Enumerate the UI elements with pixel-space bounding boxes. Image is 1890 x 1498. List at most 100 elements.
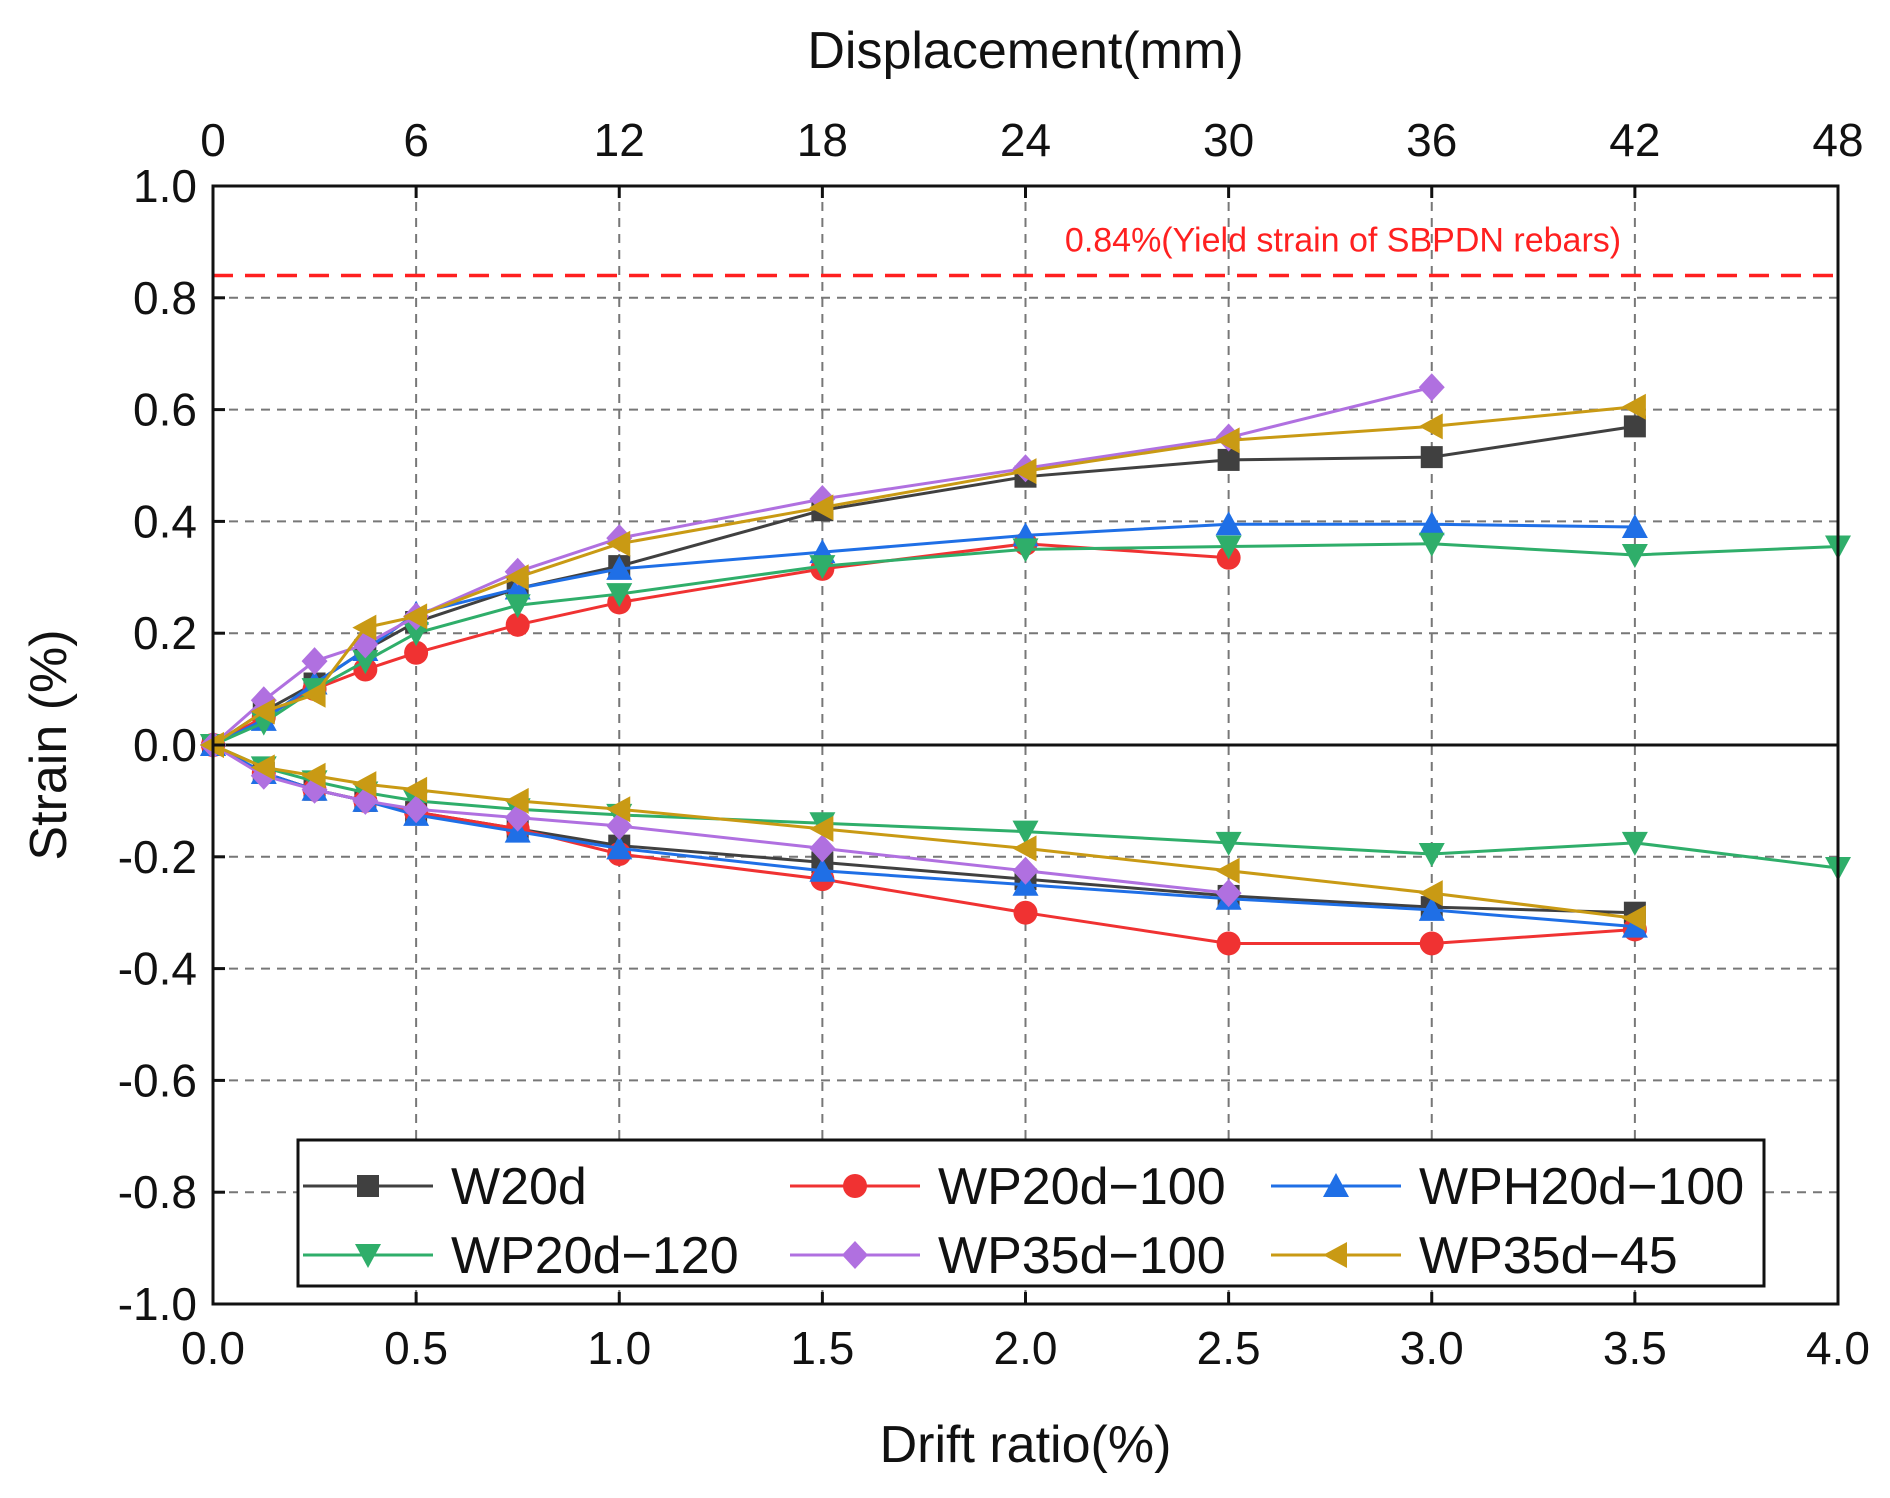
data-point — [1621, 393, 1646, 420]
data-point — [1013, 900, 1038, 925]
data-point — [1418, 373, 1445, 402]
data-point — [809, 494, 834, 521]
y-tick-label: 0.4 — [133, 495, 197, 547]
data-point — [301, 681, 326, 708]
y-tick-label: -0.6 — [118, 1054, 197, 1106]
data-point — [809, 815, 834, 842]
data-point — [1621, 913, 1648, 938]
data-point — [403, 776, 428, 803]
legend-entry: WP20d−100 — [790, 1158, 1226, 1216]
legend-marker — [1323, 1173, 1349, 1197]
y-tick-label: 0.8 — [133, 272, 197, 324]
data-point — [1418, 880, 1443, 907]
data-point — [403, 603, 428, 630]
x-tick-label: 2.5 — [1197, 1322, 1261, 1374]
data-point — [404, 640, 429, 665]
data-point — [1215, 831, 1242, 856]
legend-entry: WP35d−100 — [790, 1227, 1226, 1285]
x-tick-label: 1.0 — [587, 1322, 651, 1374]
data-point — [1418, 413, 1443, 440]
data-point — [1621, 513, 1648, 538]
legend-label: WP20d−120 — [451, 1227, 739, 1285]
data-point — [1623, 415, 1646, 438]
data-point — [1012, 835, 1037, 862]
y-tick-label: -0.4 — [118, 943, 197, 995]
legend: W20d WP20d−100 WPH20d−100 WP20d−120 WP35d−10… — [296, 1138, 1766, 1288]
top-tick-label: 12 — [594, 114, 645, 166]
y-tick-label: 0.6 — [133, 384, 197, 436]
legend-label: WPH20d−100 — [1419, 1158, 1744, 1216]
data-point — [1012, 820, 1039, 845]
top-tick-label: 30 — [1203, 114, 1254, 166]
data-point — [504, 594, 531, 619]
data-point — [606, 555, 633, 580]
data-point — [1418, 896, 1445, 921]
legend-entry: WPH20d−100 — [1271, 1158, 1744, 1216]
data-point — [606, 583, 633, 608]
negative-line — [212, 743, 1229, 895]
positive-line — [212, 424, 1636, 747]
top-tick-label: 0 — [200, 114, 226, 166]
data-point — [250, 754, 275, 781]
data-point — [606, 530, 631, 557]
legend-marker — [843, 1174, 867, 1198]
data-point — [1215, 427, 1240, 454]
data-point — [1420, 446, 1443, 469]
legend-label: W20d — [451, 1158, 587, 1216]
legend-box — [296, 1138, 1766, 1288]
x-tick-label: 3.5 — [1603, 1322, 1667, 1374]
data-point — [1215, 511, 1242, 536]
data-point — [352, 650, 379, 675]
top-tick-label: 36 — [1406, 114, 1457, 166]
top-tick-label: 42 — [1609, 114, 1660, 166]
x-axis-title: Drift ratio(%) — [880, 1416, 1172, 1474]
yield-strain-label: 0.84%(Yield strain of SBPDN rebars) — [1065, 221, 1621, 259]
legend-entry: WP35d−45 — [1271, 1227, 1678, 1285]
legend-marker — [357, 1175, 379, 1197]
y-tick-label: -0.8 — [118, 1166, 197, 1218]
top-tick-label: 6 — [403, 114, 429, 166]
data-point — [809, 555, 836, 580]
data-point — [403, 795, 430, 824]
data-point — [504, 564, 529, 591]
data-point — [504, 575, 531, 600]
legend-label: WP35d−100 — [938, 1227, 1226, 1285]
data-point — [352, 771, 377, 798]
data-point — [505, 612, 530, 637]
data-point — [504, 787, 529, 814]
legend-entry: W20d — [303, 1158, 587, 1216]
y-tick-label: 0.2 — [133, 607, 197, 659]
data-point — [1215, 535, 1242, 560]
y-tick-label: 1.0 — [133, 160, 197, 212]
data-point — [1418, 532, 1445, 557]
legend-marker — [1323, 1242, 1347, 1268]
data-point — [1621, 905, 1646, 932]
data-point — [1012, 538, 1039, 563]
x-tick-label: 2.0 — [994, 1322, 1058, 1374]
data-point — [1418, 511, 1445, 536]
data-series — [200, 373, 1851, 956]
top-axis-title: Displacement(mm) — [807, 22, 1243, 80]
data-point — [1217, 448, 1240, 471]
data-point — [1621, 831, 1648, 856]
x-tick-label: 0.0 — [181, 1322, 245, 1374]
top-tick-label: 18 — [797, 114, 848, 166]
data-point — [606, 835, 633, 860]
data-point — [1215, 857, 1240, 884]
grid-lines — [213, 186, 1838, 1304]
positive-line — [212, 405, 1636, 747]
data-point — [1419, 931, 1444, 956]
y-tick-label: -1.0 — [118, 1278, 197, 1330]
y-tick-label: 0.0 — [133, 719, 197, 771]
legend-entry: WP20d−120 — [303, 1227, 739, 1285]
series-wph20d-100 — [200, 511, 1648, 938]
data-point — [1012, 856, 1039, 885]
legend-marker — [355, 1244, 381, 1268]
data-point — [606, 796, 631, 823]
data-point — [1621, 543, 1648, 568]
data-point — [809, 857, 836, 882]
series-wp35d-45 — [200, 393, 1646, 932]
data-point — [301, 762, 326, 789]
legend-label: WP20d−100 — [938, 1158, 1226, 1216]
